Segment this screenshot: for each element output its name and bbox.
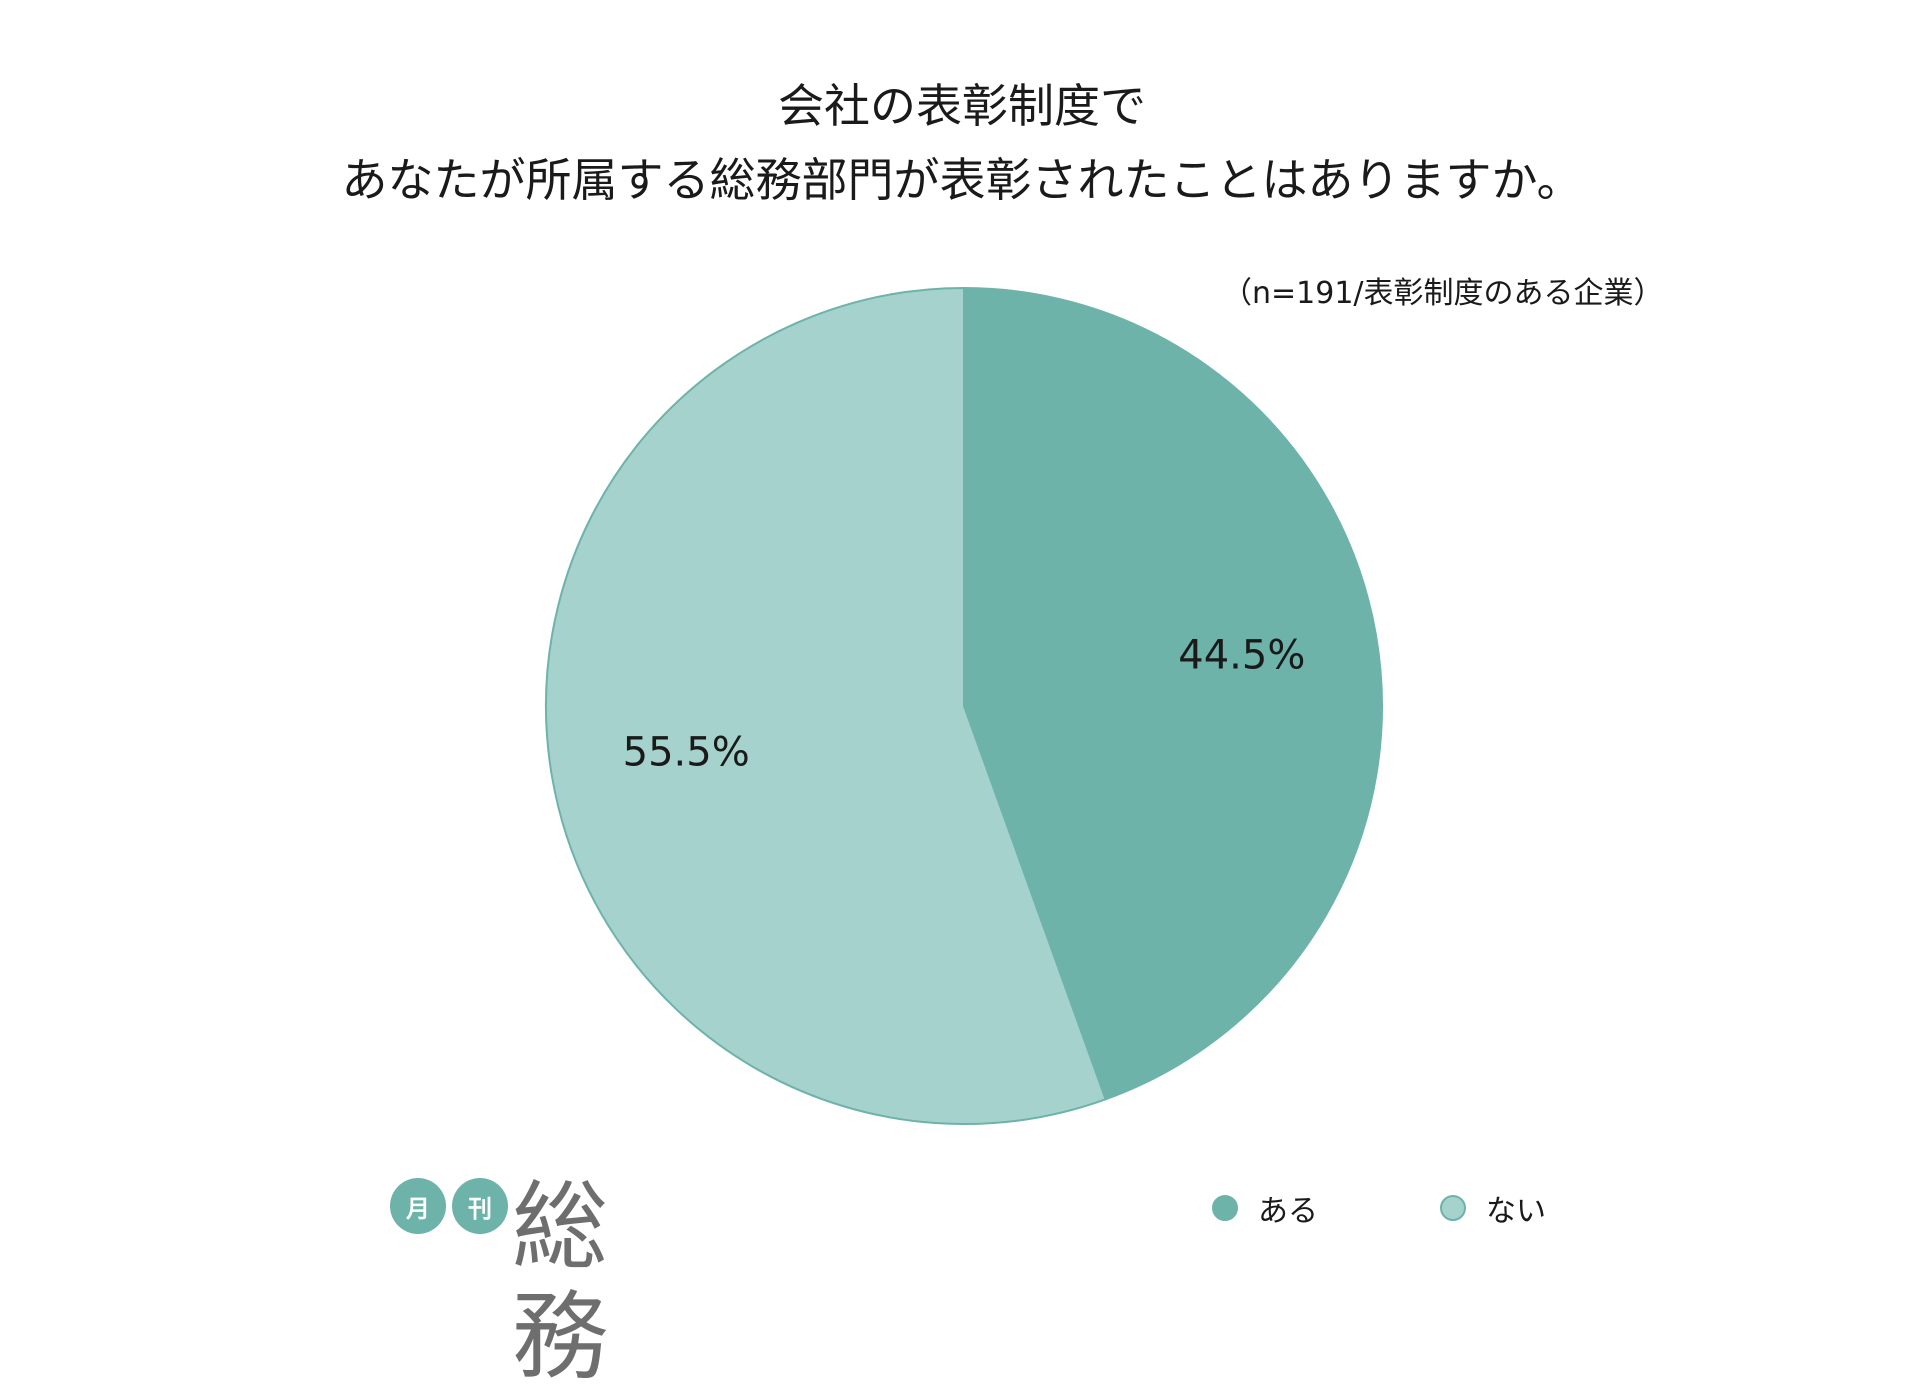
logo-wordmark: 総務 (512, 1171, 612, 1393)
legend-label-aru: ある (1258, 1194, 1318, 1229)
pie-slice-0 (963, 286, 1383, 1101)
gekkan-somu-logo: 月 刊 総務 (390, 1170, 690, 1392)
legend-item-aru: ある (1212, 1186, 1318, 1230)
chart-title-line-2: あなたが所属する総務部門が表彰されたことはありますか。 (341, 153, 1583, 207)
slice-value-label-0: 44.5% (1178, 633, 1305, 679)
logo-badge-tsuki: 月 (390, 1178, 446, 1234)
chart-title-line-1: 会社の表彰制度で (778, 79, 1146, 133)
legend-item-nai: ない (1440, 1186, 1546, 1230)
slice-value-label-1: 55.5% (623, 729, 750, 775)
pie-chart: 44.5% 55.5% (545, 286, 1383, 1125)
logo-badge-kan: 刊 (452, 1178, 508, 1234)
legend-swatch-nai (1440, 1195, 1466, 1221)
legend-label-nai: ない (1486, 1194, 1546, 1229)
pie-slice-1 (545, 286, 1107, 1125)
legend-swatch-aru (1212, 1195, 1238, 1221)
sample-size-note: （n=191/表彰制度のある企業） (1222, 276, 1664, 311)
